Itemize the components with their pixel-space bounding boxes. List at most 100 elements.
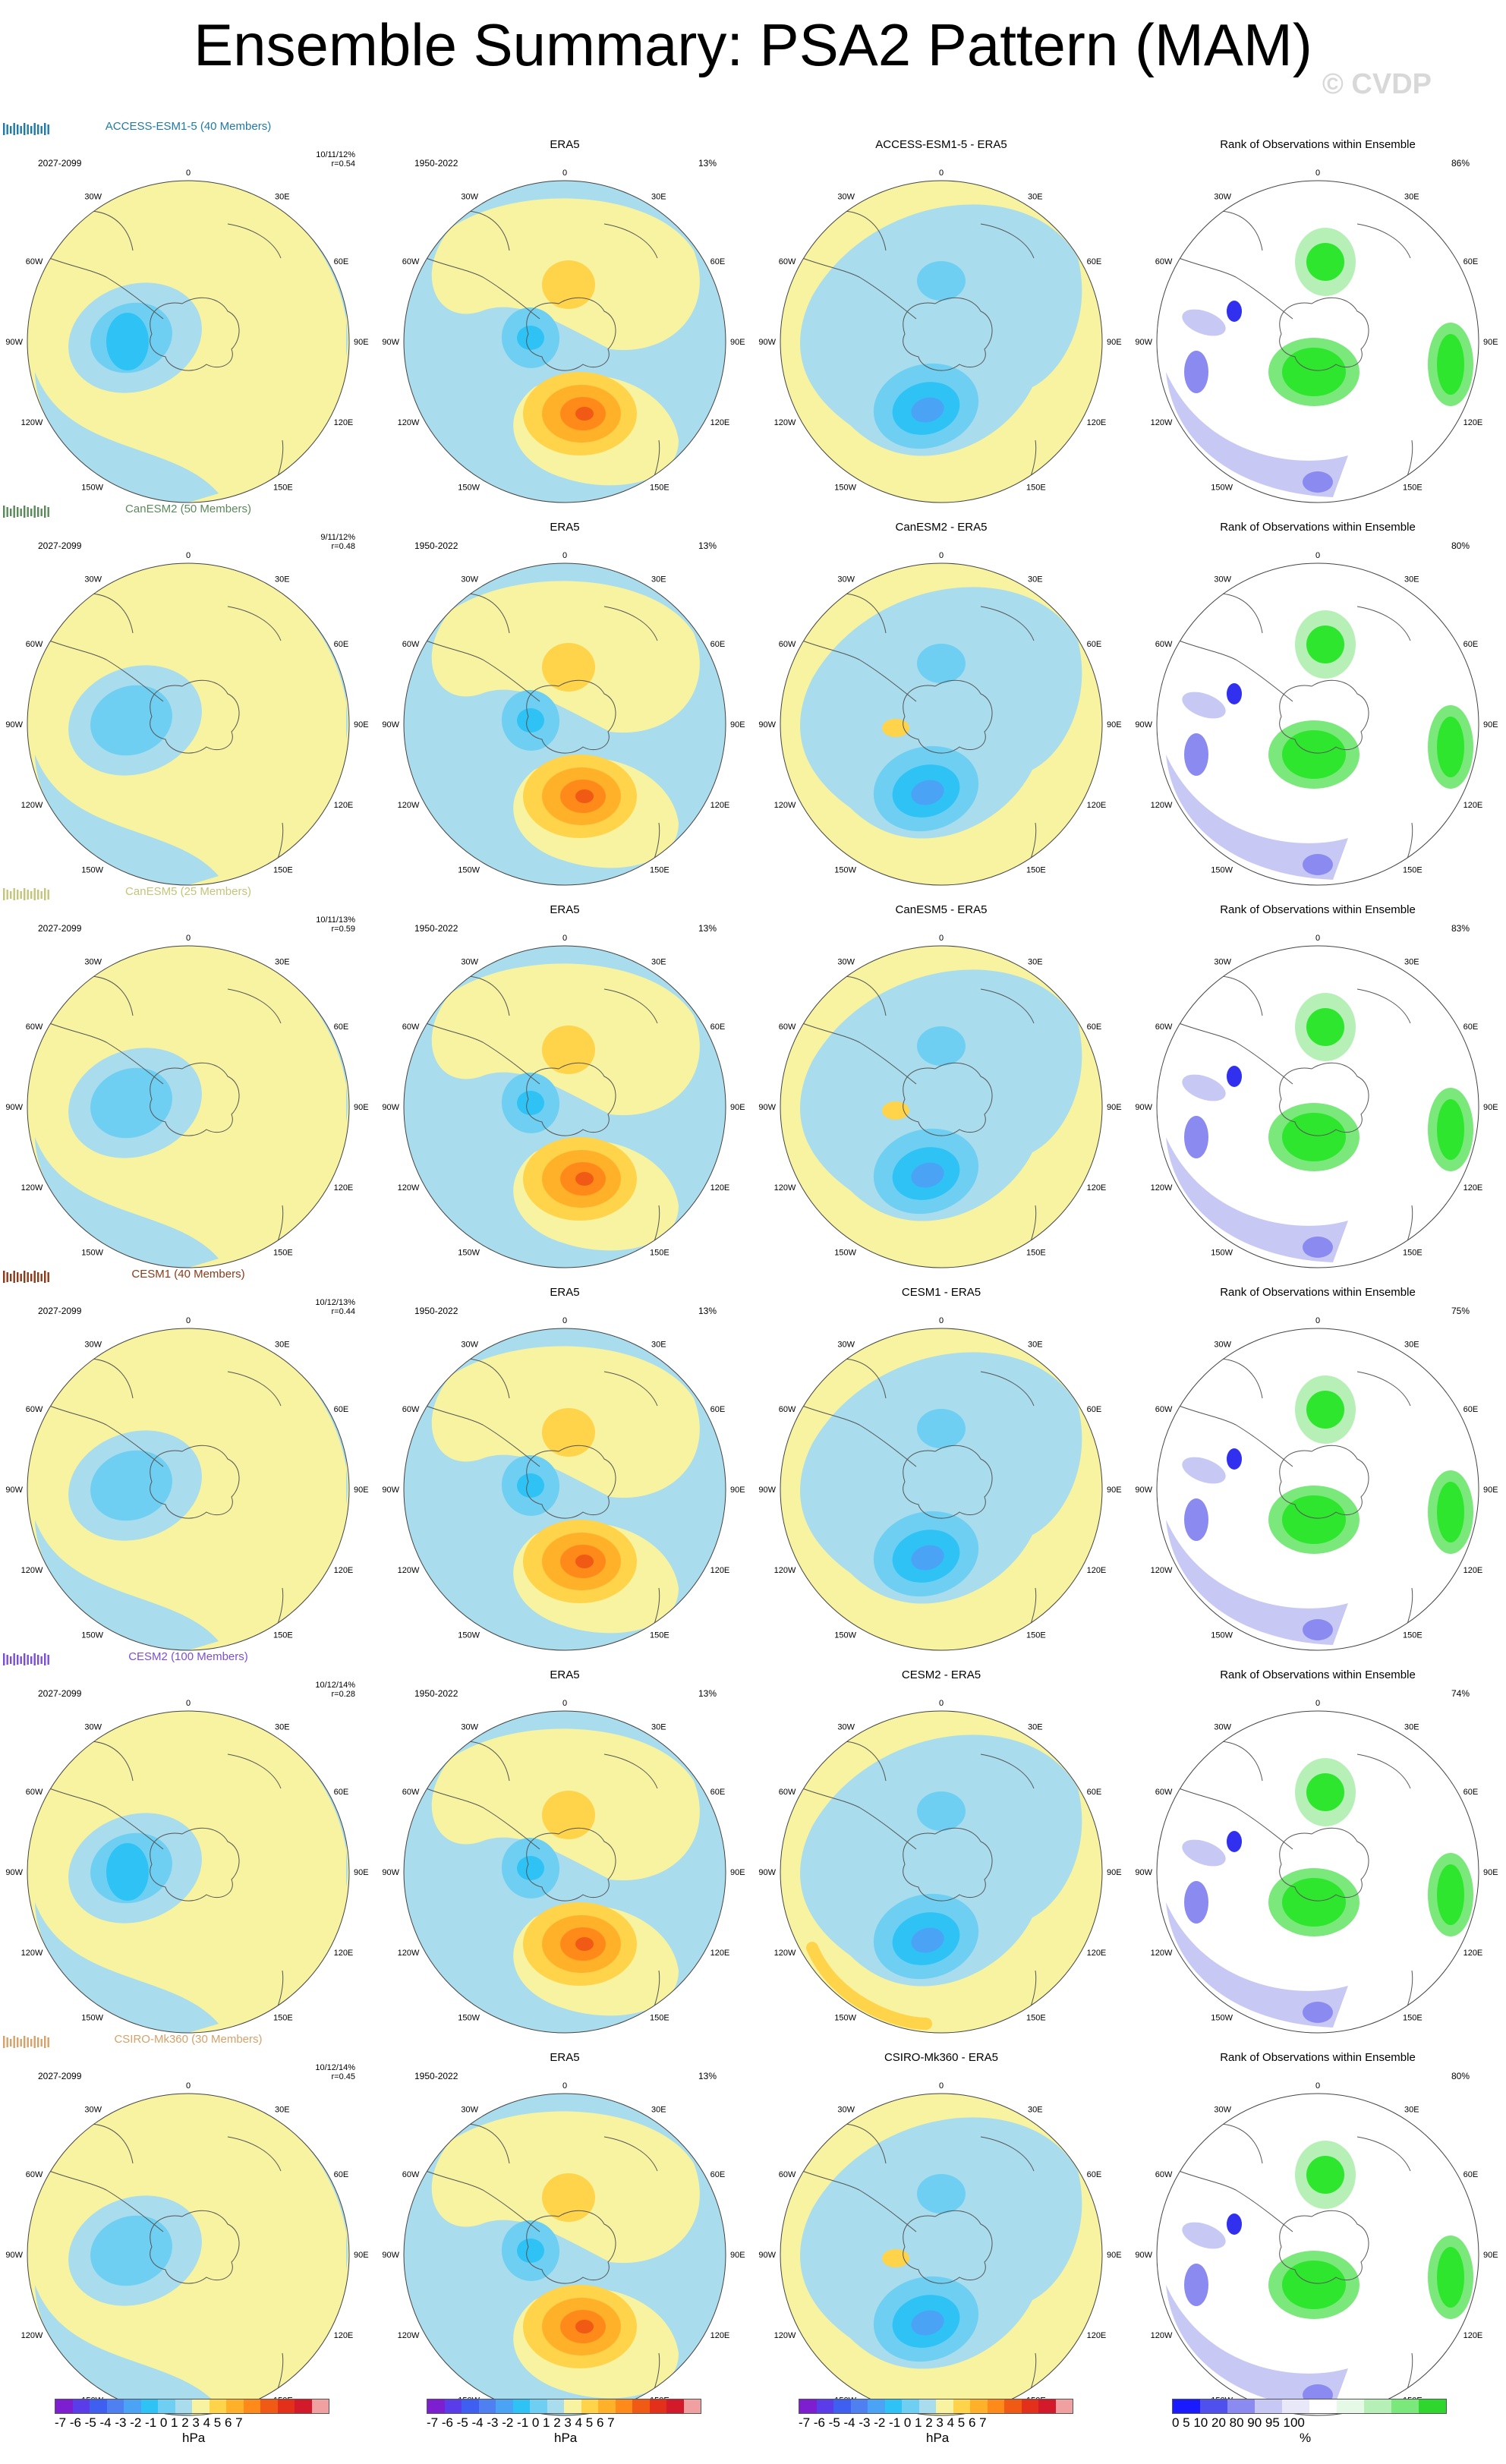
- colorbar-swatch: [1227, 2399, 1255, 2413]
- model-stats: 9/11/12% r=0.48: [295, 533, 355, 551]
- lon-label-wsw: 120W: [21, 2331, 43, 2340]
- lon-label-wsw: 120W: [21, 1566, 43, 1575]
- lon-label-w: 90W: [758, 338, 776, 347]
- lon-label-ene: 60E: [1463, 640, 1479, 649]
- lon-label-ene: 60E: [1087, 257, 1102, 266]
- lon-label-wnw: 60W: [779, 2170, 796, 2179]
- colorbar-swatch: [1337, 2399, 1364, 2413]
- lon-label-nne: 30E: [1404, 192, 1419, 201]
- model-years: 2027-2099: [38, 540, 82, 551]
- lon-label-nne: 30E: [1028, 1340, 1043, 1349]
- lon-label-nnw: 30W: [837, 2105, 855, 2114]
- lon-label-ese: 120E: [1463, 1566, 1483, 1575]
- lon-label-wnw: 60W: [26, 257, 43, 266]
- lon-label-nne: 30E: [275, 1722, 290, 1731]
- polar-map-diff: 030E60E90E120E150E180150W120W90W60W30W: [758, 2081, 1122, 2416]
- lon-label-e: 90E: [1483, 338, 1498, 347]
- lon-label-e: 90E: [730, 1103, 745, 1112]
- panel-diff: 030E60E90E120E150E180150W120W90W60W30W C…: [753, 887, 1130, 1269]
- lon-label-wnw: 60W: [1155, 1405, 1173, 1414]
- lon-label-wnw: 60W: [26, 2170, 43, 2179]
- lon-label-sse: 150E: [1026, 2014, 1046, 2023]
- lon-label-sse: 150E: [1026, 1631, 1046, 1640]
- lon-label-ese: 120E: [710, 1183, 730, 1193]
- lon-label-n: 0: [939, 934, 944, 943]
- colorbar-swatch: [530, 2399, 547, 2413]
- lon-label-w: 90W: [382, 1486, 399, 1495]
- lon-label-ssw: 150W: [1211, 484, 1233, 493]
- colorbar-swatch: [260, 2399, 278, 2413]
- lon-label-sse: 150E: [273, 484, 293, 493]
- panel-diff: 030E60E90E120E150E180150W120W90W60W30W A…: [753, 121, 1130, 504]
- polar-map-rank: 030E60E90E120E150E180150W120W90W60W30W: [1135, 551, 1498, 886]
- lon-label-ese: 120E: [710, 1566, 730, 1575]
- model-title: CESM1 (40 Members): [131, 1268, 245, 1281]
- lon-label-ene: 60E: [1087, 640, 1102, 649]
- colorbar-swatches: [799, 2399, 1073, 2414]
- lon-label-ssw: 150W: [81, 484, 103, 493]
- colorbar-swatch: [833, 2399, 851, 2413]
- colorbar-swatch: [209, 2399, 226, 2413]
- lon-label-n: 0: [939, 551, 944, 560]
- pct-variance: 10/12/14%: [315, 1681, 355, 1690]
- lon-label-n: 0: [1315, 1316, 1320, 1325]
- lon-label-e: 90E: [1107, 1868, 1122, 1877]
- lon-label-w: 90W: [1135, 1868, 1152, 1877]
- panel-model: 030E60E90E120E150E180150W120W90W60W30W C…: [0, 1268, 376, 1652]
- lon-label-e: 90E: [1483, 1868, 1498, 1877]
- polar-map-diff: 030E60E90E120E150E180150W120W90W60W30W: [758, 1699, 1122, 2034]
- lon-label-wnw: 60W: [779, 1405, 796, 1414]
- rank-pct: 86%: [1451, 158, 1470, 169]
- lon-label-wnw: 60W: [402, 1022, 420, 1032]
- lon-label-sse: 150E: [273, 2014, 293, 2023]
- pattern-correlation: r=0.44: [331, 1307, 356, 1316]
- colorbar-unit: hPa: [554, 2431, 578, 2445]
- lon-label-nne: 30E: [651, 1722, 666, 1731]
- lon-label-ene: 60E: [710, 1022, 726, 1032]
- lon-label-ene: 60E: [1087, 1022, 1102, 1032]
- lon-label-wsw: 120W: [398, 801, 420, 810]
- lon-label-w: 90W: [5, 720, 23, 729]
- polar-map-model: 030E60E90E120E150E180150W120W90W60W30W: [5, 2081, 369, 2416]
- polar-map-model: 030E60E90E120E150E180150W120W90W60W30W: [5, 551, 369, 886]
- lon-label-wnw: 60W: [402, 257, 420, 266]
- lon-label-w: 90W: [5, 1868, 23, 1877]
- lon-label-n: 0: [1315, 169, 1320, 178]
- lon-label-wsw: 120W: [1151, 418, 1173, 427]
- diff-title: ACCESS-ESM1-5 - ERA5: [875, 138, 1007, 151]
- colorbar-swatch: [564, 2399, 581, 2413]
- lon-label-e: 90E: [1107, 338, 1122, 347]
- model-years: 2027-2099: [38, 2071, 82, 2081]
- model-stats: 10/11/12% r=0.54: [295, 150, 355, 169]
- lon-label-nne: 30E: [275, 1340, 290, 1349]
- colorbar-swatch: [683, 2399, 701, 2413]
- lon-label-sse: 150E: [1403, 1249, 1423, 1258]
- lon-label-wnw: 60W: [26, 640, 43, 649]
- lon-label-nne: 30E: [1028, 1722, 1043, 1731]
- lon-label-nne: 30E: [651, 575, 666, 584]
- model-stats: 10/11/13% r=0.59: [295, 915, 355, 934]
- lon-label-e: 90E: [354, 720, 369, 729]
- colorbar-swatch: [970, 2399, 988, 2413]
- lon-label-ssw: 150W: [458, 484, 480, 493]
- lon-label-e: 90E: [1483, 2251, 1498, 2260]
- lon-label-ene: 60E: [1463, 1405, 1479, 1414]
- lon-label-ene: 60E: [1463, 257, 1479, 266]
- colorbar-swatch: [1309, 2399, 1337, 2413]
- lon-label-ene: 60E: [1087, 2170, 1102, 2179]
- lon-label-ssw: 150W: [458, 1249, 480, 1258]
- lon-label-ese: 120E: [334, 1949, 354, 1958]
- lon-label-nne: 30E: [1028, 575, 1043, 584]
- lon-label-nne: 30E: [651, 192, 666, 201]
- obs-pct: 13%: [698, 540, 717, 551]
- panel-rank: 030E60E90E120E150E180150W120W90W60W30W R…: [1130, 1269, 1506, 1652]
- colorbar-ticks: -7 -6 -5 -4 -3 -2 -1 0 1 2 3 4 5 6 7: [799, 2415, 987, 2430]
- lon-label-e: 90E: [730, 1486, 745, 1495]
- lon-label-e: 90E: [1107, 1103, 1122, 1112]
- lon-label-w: 90W: [758, 2251, 776, 2260]
- lon-label-w: 90W: [1135, 2251, 1152, 2260]
- colorbar-swatch: [868, 2399, 885, 2413]
- lon-label-ese: 120E: [1087, 418, 1107, 427]
- lon-label-nnw: 30W: [1214, 575, 1231, 584]
- polar-map-diff: 030E60E90E120E150E180150W120W90W60W30W: [758, 169, 1122, 503]
